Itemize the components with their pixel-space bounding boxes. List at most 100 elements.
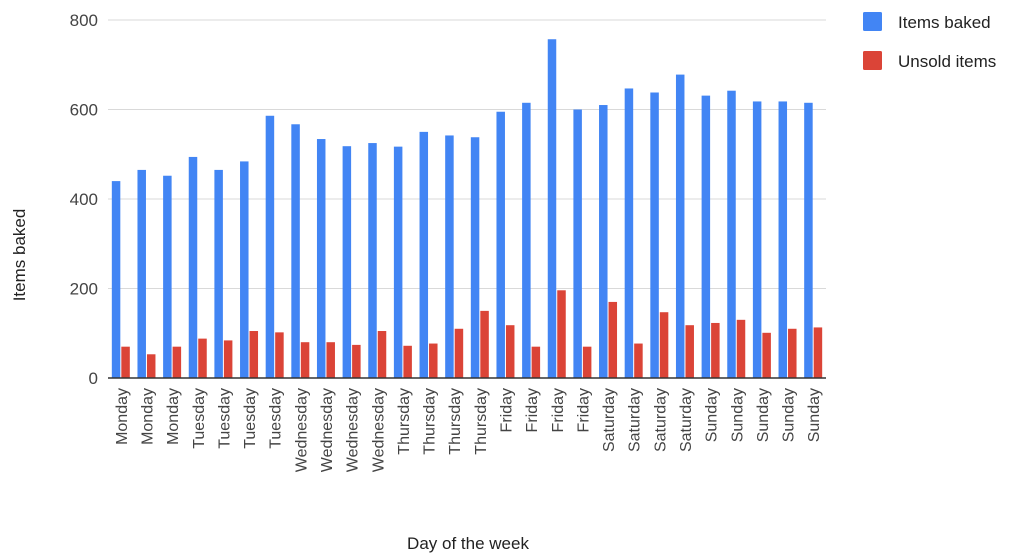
unsold-items-bar [300, 342, 310, 378]
items-baked-bar [445, 135, 454, 378]
x-tick-label: Friday [498, 388, 515, 432]
items-baked-bar [624, 88, 634, 378]
x-tick-label: Friday [524, 388, 541, 432]
unsold-items-bar [557, 290, 566, 378]
unsold-items-bar [685, 325, 694, 378]
x-tick-label: Friday [575, 388, 592, 432]
items-baked-bar [470, 137, 480, 378]
x-tick-label: Sunday [806, 388, 823, 442]
items-baked-bar [547, 39, 557, 379]
unsold-items-bar [198, 338, 207, 378]
items-baked-bar [650, 92, 659, 379]
legend-unsold-items-swatch [863, 51, 882, 70]
x-tick-label: Tuesday [216, 388, 233, 449]
unsold-items-bar [223, 340, 233, 378]
x-tick-label: Wednesday [345, 388, 362, 472]
y-axis-title: Items baked [10, 209, 29, 302]
items-baked-bar [291, 124, 300, 378]
unsold-items-bar [352, 344, 361, 378]
x-tick-label: Thursday [396, 388, 413, 455]
unsold-items-bar [121, 346, 130, 378]
x-tick-label: Saturday [678, 388, 695, 452]
unsold-items-bar [275, 332, 284, 378]
items-baked-bar [496, 111, 505, 379]
unsold-items-bar [608, 301, 618, 378]
x-tick-label: Wednesday [293, 388, 310, 472]
x-tick-label: Thursday [447, 388, 464, 455]
items-baked-bar [778, 101, 788, 378]
x-tick-label: Thursday [422, 388, 439, 455]
x-tick-label: Saturday [627, 388, 644, 452]
unsold-items-bar [429, 343, 438, 378]
unsold-items-bar [480, 310, 489, 378]
y-tick-label: 600 [70, 101, 98, 120]
unsold-items-bar [813, 327, 823, 378]
items-baked-bar [419, 131, 429, 378]
y-tick-label: 0 [89, 369, 98, 388]
unsold-items-bar [788, 328, 797, 378]
x-axis-title: Day of the week [407, 534, 529, 553]
x-tick-label: Wednesday [319, 388, 336, 472]
items-baked-bar [701, 95, 711, 378]
y-tick-label: 200 [70, 280, 98, 299]
x-tick-label: Friday [550, 388, 567, 432]
items-baked-bar [727, 90, 736, 378]
legend: Items baked Unsold items [863, 12, 996, 71]
items-baked-bar [342, 146, 352, 378]
items-baked-bar [316, 139, 326, 378]
items-baked-bar [573, 109, 582, 378]
items-baked-bar [163, 175, 172, 378]
x-tick-label: Tuesday [242, 388, 259, 449]
unsold-items-bar [146, 354, 156, 378]
legend-items-baked-label: Items baked [898, 13, 991, 32]
items-baked-bar [599, 105, 608, 379]
items-baked-bar [522, 102, 531, 378]
items-baked-bar [675, 74, 685, 378]
x-tick-label: Monday [114, 388, 131, 445]
legend-unsold-items-label: Unsold items [898, 52, 996, 71]
x-tick-label: Monday [139, 388, 156, 445]
unsold-items-bar [454, 328, 464, 378]
x-tick-label: Wednesday [370, 388, 387, 472]
y-tick-label: 800 [70, 11, 98, 30]
x-tick-label: Saturday [601, 388, 618, 452]
items-baked-bar [752, 101, 762, 378]
unsold-items-bar [711, 322, 720, 378]
items-baked-bar [240, 161, 249, 378]
x-axis-ticks: Monday Monday Monday Tuesday Tuesday Tuesday T… [114, 388, 823, 472]
items-baked-bar [393, 146, 403, 378]
x-tick-label: Saturday [652, 388, 669, 452]
unsold-items-bar [531, 346, 541, 378]
unsold-items-bar [326, 342, 335, 378]
legend-items-baked-swatch [863, 12, 882, 31]
x-tick-label: Sunday [781, 388, 798, 442]
items-baked-bar [265, 115, 275, 378]
x-tick-label: Sunday [704, 388, 721, 442]
items-baked-bar [214, 169, 223, 378]
items-baked-bar [188, 156, 198, 378]
x-tick-label: Tuesday [191, 388, 208, 449]
x-tick-label: Tuesday [268, 388, 285, 449]
x-tick-label: Sunday [755, 388, 772, 442]
x-tick-label: Sunday [729, 388, 746, 442]
unsold-items-bar [249, 331, 259, 378]
items-baked-bar [137, 169, 146, 378]
x-tick-label: Thursday [473, 388, 490, 455]
y-tick-label: 400 [70, 190, 98, 209]
items-baked-bar [111, 181, 121, 378]
unsold-items-bar [377, 331, 387, 378]
bars [111, 39, 823, 379]
unsold-items-bar [634, 343, 643, 378]
unsold-items-bar [762, 332, 771, 378]
unsold-items-bar [736, 319, 746, 378]
items-baked-bar [804, 102, 813, 378]
unsold-items-bar [582, 346, 592, 378]
unsold-items-bar [172, 346, 182, 378]
y-axis-ticks: 0 200 400 600 800 [70, 11, 98, 388]
x-tick-label: Monday [165, 388, 182, 445]
unsold-items-bar [403, 345, 412, 378]
items-baked-bar [368, 143, 377, 378]
unsold-items-bar [659, 312, 669, 378]
unsold-items-bar [505, 325, 515, 378]
